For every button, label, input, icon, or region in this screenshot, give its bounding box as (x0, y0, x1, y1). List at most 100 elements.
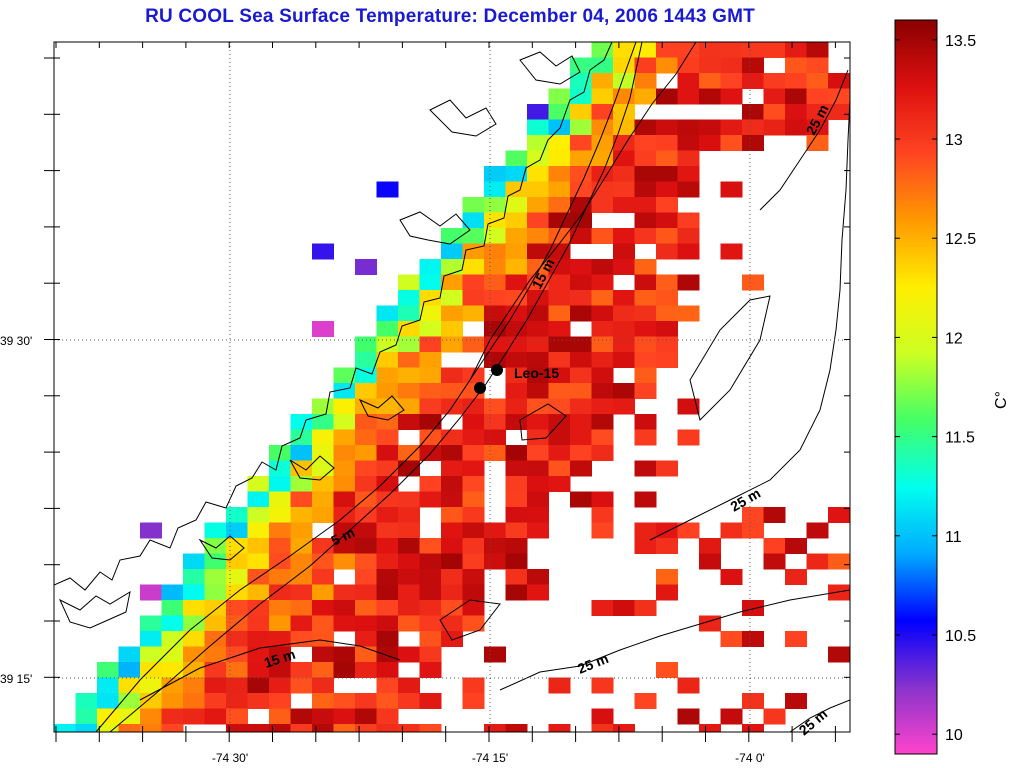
sst-pixel (699, 538, 721, 554)
lon-label-1: -74 30' (212, 751, 248, 765)
sst-pixel (656, 119, 678, 136)
sst-pixel (591, 429, 614, 446)
sst-pixel (247, 600, 270, 616)
sst-pixel (226, 662, 248, 678)
sst-pixel (441, 445, 463, 461)
sst-pixel (398, 600, 420, 616)
coastline (54, 42, 637, 732)
sst-pixel (398, 646, 420, 663)
sst-pixel (591, 150, 614, 167)
sst-pixel (118, 693, 141, 709)
sst-pixel (505, 212, 528, 229)
sst-pixel (484, 538, 506, 554)
sst-pixel (441, 491, 463, 508)
sst-pixel (548, 274, 571, 291)
sst-pixel (677, 135, 700, 151)
sst-pixel (290, 522, 313, 539)
sst-pixel (333, 476, 356, 492)
sst-pixel (656, 569, 678, 585)
sst-pixel (376, 445, 399, 461)
sst-pixel (462, 259, 485, 275)
sst-pixel (247, 476, 270, 492)
sst-pixel (226, 507, 248, 523)
sst-pixel (161, 631, 184, 647)
sst-pixel (269, 708, 291, 725)
sst-pixel (290, 677, 313, 694)
sst-pixel (290, 724, 313, 732)
sst-pixel (591, 445, 614, 461)
coast-marsh-2 (198, 535, 245, 561)
sst-pixel (312, 507, 334, 523)
sst-pixel (333, 708, 356, 725)
sst-pixel (634, 212, 657, 229)
sst-pixel (484, 274, 506, 291)
sst-pixel (312, 615, 334, 632)
sst-pixel (634, 693, 657, 709)
sst-pixel (699, 119, 721, 136)
sst-pixel (656, 321, 678, 337)
sst-pixel (505, 398, 528, 415)
sst-pixel (333, 460, 356, 477)
sst-pixel (591, 57, 614, 74)
chart-title: RU COOL Sea Surface Temperature: Decembe… (145, 6, 755, 27)
sst-pixel (419, 631, 442, 647)
sst-pixel (204, 569, 227, 585)
sst-pixel (677, 150, 700, 167)
sst-pixel (312, 243, 334, 260)
sst-pixel (462, 600, 485, 616)
sst-pixel (290, 507, 313, 523)
sst-pixel (570, 429, 592, 446)
sst-pixel (677, 73, 700, 89)
sst-pixel (677, 57, 700, 74)
sst-pixel (355, 336, 377, 353)
sst-pixel (355, 553, 377, 570)
sst-pixel (505, 181, 528, 198)
sst-pixel (591, 135, 614, 151)
sst-pixel (247, 662, 270, 678)
sst-pixel (570, 88, 592, 105)
sst-pixel (376, 367, 399, 384)
sst-pixel (699, 57, 721, 74)
sst-pixel (355, 538, 377, 554)
sst-pixel (484, 197, 506, 213)
sst-pixel (290, 615, 313, 632)
sst-pixel (634, 88, 657, 105)
sst-pixel (677, 708, 700, 725)
sst-pixel (161, 693, 184, 709)
sst-pixel (118, 646, 141, 663)
sst-pixel (634, 600, 657, 616)
sst-pixel (269, 476, 291, 492)
sst-pixel (398, 305, 420, 322)
sst-pixel (269, 553, 291, 570)
sst-pixel (333, 584, 356, 601)
sst-pixel (484, 228, 506, 244)
sst-pixel (720, 243, 743, 260)
sst-pixel (505, 367, 528, 384)
sst-pixel (527, 336, 549, 353)
sst-pixel (419, 429, 442, 446)
sst-pixel (376, 646, 399, 663)
sst-pixel (763, 507, 786, 523)
sst-pixel (441, 569, 463, 585)
sst-pixel (333, 553, 356, 570)
sst-pixel (591, 290, 614, 306)
sst-pixel (570, 135, 592, 151)
sst-pixel (677, 522, 700, 539)
sst-pixel (505, 243, 528, 260)
sst-pixel (505, 491, 528, 508)
sst-pixel (419, 398, 442, 415)
sst-pixel (591, 73, 614, 89)
sst-pixel (505, 553, 528, 570)
colorbar-unit: C° (993, 391, 1010, 409)
sst-pixel (312, 445, 334, 461)
sst-pixel (441, 538, 463, 554)
sst-pixel (527, 429, 549, 446)
colorbar-gradient (894, 19, 938, 755)
sst-pixel (720, 73, 743, 89)
sst-pixel (634, 352, 657, 368)
sst-pixel (720, 569, 743, 585)
sst-pixel (806, 135, 829, 151)
sst-pixel (355, 383, 377, 399)
sst-pixel (505, 460, 528, 477)
coast-marsh-3 (289, 455, 335, 481)
